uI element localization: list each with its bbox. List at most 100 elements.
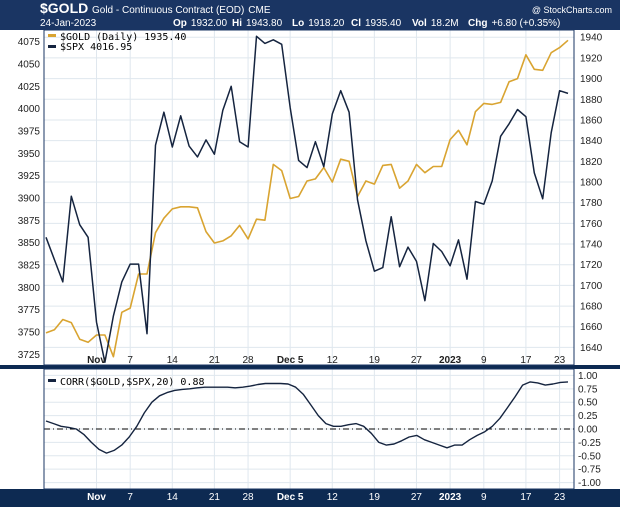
price-x-tick-label: 19 [369,355,381,366]
gold-axis-tick-label: 1740 [580,240,603,251]
indicator-x-tick-label: 21 [209,492,221,503]
indicator-x-tick-label: 28 [243,492,255,503]
quote-date: 24-Jan-2023 [40,18,97,29]
indicator-x-tick-label: 14 [167,492,179,503]
gold-axis-tick-label: 1660 [580,322,603,333]
spx-axis-tick-label: 3725 [18,350,41,361]
indicator-axis-tick-label: -0.75 [578,465,601,476]
quote-low: Lo 1918.20 [292,18,345,29]
indicator-x-tick-label: 17 [520,492,532,503]
gold-axis-tick-label: 1720 [580,260,603,271]
price-x-tick-label: 14 [167,355,179,366]
price-x-tick-label: 21 [209,355,221,366]
spx-axis-tick-label: 3850 [18,238,41,249]
quote-change: Chg +6.80 (+0.35%) [468,18,560,29]
gold-axis-ticks: 1640 1660 1680 1700 1720 1740 1760 1780 1800 1820… [580,33,603,354]
quote-close: Cl 1935.40 [351,18,402,29]
gold-axis-tick-label: 1880 [580,95,603,106]
price-x-tick-label: Nov [87,355,106,366]
indicator-axis-tick-label: -0.25 [578,438,601,449]
price-x-tick-label: 9 [481,355,487,366]
indicator-axis-tick-label: -0.50 [578,451,601,462]
indicator-axis-ticks: 1.00 0.75 0.50 0.25 0.00 -0.25 -0.50 -0.75 -1.00 [578,371,601,489]
price-x-ticks: Nov 7 14 21 28 Dec 5 12 19 27 2023 9 17 23 [87,355,566,366]
indicator-x-tick-label: Dec 5 [277,492,304,503]
indicator-x-tick-label: 2023 [439,492,462,503]
indicator-axis-tick-label: 0.75 [578,384,598,395]
spx-axis-tick-label: 3900 [18,193,41,204]
price-x-tick-label: 17 [520,355,532,366]
price-x-tick-label: 2023 [439,355,462,366]
spx-axis-ticks: 3725 3750 3775 3800 3825 3850 3875 3900 3925 3950… [18,37,41,361]
symbol-label: $GOLD [40,0,88,16]
indicator-x-tick-label: 7 [127,492,133,503]
indicator-axis-tick-label: -1.00 [578,478,601,489]
gold-axis-tick-label: 1840 [580,136,603,147]
corr-legend-label: CORR($GOLD,$SPX,20) 0.88 [60,377,205,388]
price-series-group [45,35,569,364]
spx-price-line [45,35,569,364]
gold-axis-tick-label: 1640 [580,343,603,354]
quote-open: Op 1932.00 [173,18,227,29]
indicator-axis-tick-label: 0.00 [578,425,598,436]
price-legend: $GOLD (Daily) 1935.40 $SPX 4016.95 [48,32,186,53]
gold-axis-tick-label: 1780 [580,198,603,209]
spx-axis-tick-label: 4075 [18,37,41,48]
corr-legend-swatch [48,379,56,382]
spx-axis-tick-label: 3975 [18,126,41,137]
spx-axis-tick-label: 4050 [18,59,41,70]
indicator-axis-tick-label: 0.25 [578,411,598,422]
panel-separator [0,365,620,369]
indicator-x-tick-label: Nov [87,492,106,503]
spx-axis-tick-label: 3825 [18,260,41,271]
price-x-tick-label: 27 [411,355,423,366]
spx-axis-tick-label: 3925 [18,171,41,182]
spx-axis-tick-label: 3750 [18,327,41,338]
watermark: @ StockCharts.com [532,5,612,15]
price-x-tick-label: 7 [127,355,133,366]
price-panel-bg [0,30,620,365]
gold-axis-tick-label: 1680 [580,302,603,313]
gold-legend-label: $GOLD (Daily) 1935.40 [60,32,186,43]
spx-axis-tick-label: 4025 [18,82,41,93]
price-x-tick-label: 28 [243,355,255,366]
indicator-plot-border [43,368,575,490]
gold-axis-tick-label: 1940 [580,33,603,44]
indicator-x-tick-label: 12 [327,492,339,503]
quote-high: Hi 1943.80 [232,18,283,29]
header-bar [0,0,620,30]
instrument-title: Gold - Continuous Contract (EOD) CME [92,5,271,16]
gold-axis-tick-label: 1700 [580,281,603,292]
price-x-tick-label: 23 [554,355,566,366]
gold-price-line [45,39,569,358]
indicator-legend: CORR($GOLD,$SPX,20) 0.88 [48,377,205,388]
indicator-series-group [44,381,574,454]
spx-axis-tick-label: 4000 [18,104,41,115]
indicator-axis-tick-label: 0.50 [578,398,598,409]
quote-volume: Vol 18.2M [412,18,459,29]
spx-legend-label: $SPX 4016.95 [60,42,132,53]
price-x-tick-label: Dec 5 [277,355,304,366]
spx-legend-swatch [48,45,56,48]
indicator-x-tick-label: 9 [481,492,487,503]
spx-axis-tick-label: 3875 [18,216,41,227]
spx-axis-tick-label: 3950 [18,149,41,160]
price-x-tick-label: 12 [327,355,339,366]
gold-axis-tick-label: 1920 [580,53,603,64]
indicator-axis-tick-label: 1.00 [578,371,598,382]
gold-axis-tick-label: 1820 [580,157,603,168]
correlation-line [45,381,569,454]
spx-axis-tick-label: 3775 [18,305,41,316]
gold-axis-tick-label: 1800 [580,177,603,188]
gold-axis-tick-label: 1860 [580,115,603,126]
indicator-x-ticks: Nov 7 14 21 28 Dec 5 12 19 27 2023 9 17 23 [87,492,566,503]
indicator-x-tick-label: 19 [369,492,381,503]
gold-axis-tick-label: 1760 [580,219,603,230]
spx-axis-tick-label: 3800 [18,283,41,294]
gold-axis-tick-label: 1900 [580,74,603,85]
price-plot-border [43,29,575,366]
gold-legend-swatch [48,34,56,37]
indicator-x-tick-label: 23 [554,492,566,503]
